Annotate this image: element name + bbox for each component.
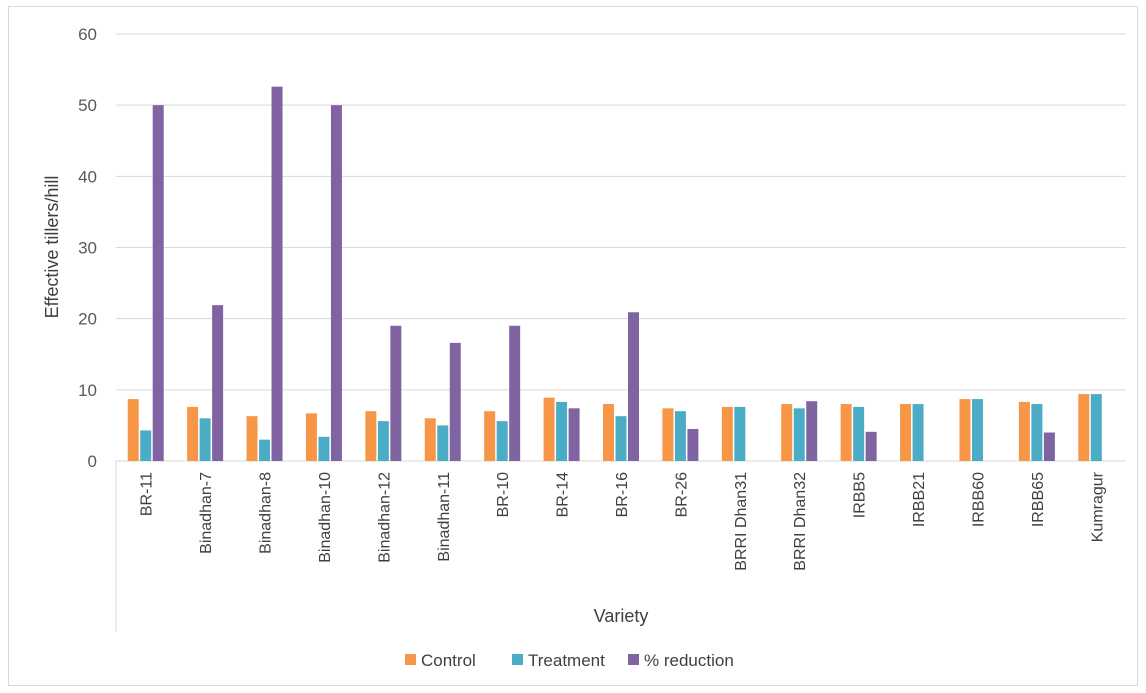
x-category-label: BR-14 <box>555 472 572 517</box>
legend-label: Control <box>421 651 476 670</box>
bar-reduction <box>1043 432 1055 461</box>
y-tick-label: 60 <box>78 25 97 44</box>
bar-reduction <box>271 86 283 461</box>
bar-reduction <box>390 325 402 461</box>
bar-reduction <box>212 305 224 461</box>
bar-treatment <box>140 430 152 461</box>
x-category-label: IRBB65 <box>1030 472 1047 527</box>
bar-control <box>1078 394 1090 461</box>
x-category-label: BR-10 <box>495 472 512 517</box>
bar-treatment <box>793 408 805 461</box>
bar-control <box>840 404 852 461</box>
x-category-label: BR-11 <box>139 472 156 516</box>
bar-treatment <box>615 416 627 461</box>
bar-treatment <box>437 425 449 461</box>
bar-control <box>603 404 614 461</box>
legend-swatch <box>512 654 523 665</box>
bars <box>127 86 1102 462</box>
x-category-label: Binadhan-10 <box>317 472 334 563</box>
bar-reduction <box>330 105 342 462</box>
bar-reduction <box>449 342 461 461</box>
x-axis-categories: BR-11 Binadhan-7 Binadhan-8 Binadhan-10 Bina… <box>139 471 1107 570</box>
bar-control <box>543 397 555 461</box>
bar-control <box>187 406 199 461</box>
bar-treatment <box>259 439 271 461</box>
bar-reduction <box>509 325 521 461</box>
legend-swatch <box>405 654 416 665</box>
bar-control <box>246 416 258 461</box>
y-tick-label: 50 <box>78 96 97 115</box>
x-category-label: BRRI Dhan32 <box>792 472 809 571</box>
x-category-label: BRRI Dhan31 <box>733 472 750 571</box>
y-axis-ticks: 0 10 20 30 40 50 60 <box>78 25 97 471</box>
bar-control <box>721 406 733 461</box>
y-tick-label: 20 <box>78 310 97 329</box>
x-category-label: Binadhan-8 <box>258 472 275 554</box>
x-axis-title: Variety <box>594 606 649 626</box>
bar-control <box>127 399 139 461</box>
bar-reduction <box>806 401 818 461</box>
y-tick-label: 30 <box>78 239 97 258</box>
x-category-label: Kumragur <box>1089 471 1106 542</box>
bar-control <box>959 399 971 461</box>
x-category-label: BR-16 <box>614 472 631 517</box>
bar-treatment <box>1031 404 1043 461</box>
bar-reduction <box>628 312 639 461</box>
y-tick-label: 40 <box>78 167 97 186</box>
bar-control <box>1018 401 1030 461</box>
bar-treatment <box>377 421 389 461</box>
legend-swatch <box>628 654 639 665</box>
bar-reduction <box>687 428 699 461</box>
bar-control <box>484 411 496 461</box>
y-axis-title: Effective tillers/hill <box>42 176 62 319</box>
bar-treatment <box>496 421 508 461</box>
x-category-label: IRBB5 <box>852 472 869 518</box>
bar-treatment <box>199 418 211 461</box>
bar-treatment <box>1090 394 1102 461</box>
x-category-label: Binadhan-11 <box>436 472 453 562</box>
bar-treatment <box>556 401 568 461</box>
x-category-label: Binadhan-12 <box>376 472 393 563</box>
bar-control <box>365 411 377 461</box>
bar-treatment <box>971 399 983 461</box>
x-category-label: Binadhan-7 <box>198 472 215 554</box>
x-category-label: BR-26 <box>673 472 690 517</box>
bar-treatment <box>853 406 865 461</box>
y-tick-label: 0 <box>88 452 97 471</box>
bar-control <box>781 404 793 461</box>
bar-reduction <box>865 431 877 461</box>
bar-control <box>900 404 912 461</box>
bar-reduction <box>152 105 164 462</box>
x-category-label: IRBB21 <box>911 472 928 527</box>
bar-treatment <box>318 436 330 461</box>
bar-control <box>424 418 436 461</box>
legend: Control Treatment % reduction <box>405 651 734 670</box>
x-category-label: IRBB60 <box>970 472 987 527</box>
legend-label: Treatment <box>528 651 605 670</box>
y-tick-label: 10 <box>78 381 97 400</box>
bar-control <box>662 408 674 461</box>
bar-control <box>305 413 317 461</box>
bar-treatment <box>912 404 924 461</box>
bar-treatment <box>734 406 746 461</box>
legend-label: % reduction <box>644 651 734 670</box>
bar-treatment <box>674 411 686 461</box>
bar-reduction <box>568 408 580 461</box>
chart-frame <box>8 6 1138 686</box>
